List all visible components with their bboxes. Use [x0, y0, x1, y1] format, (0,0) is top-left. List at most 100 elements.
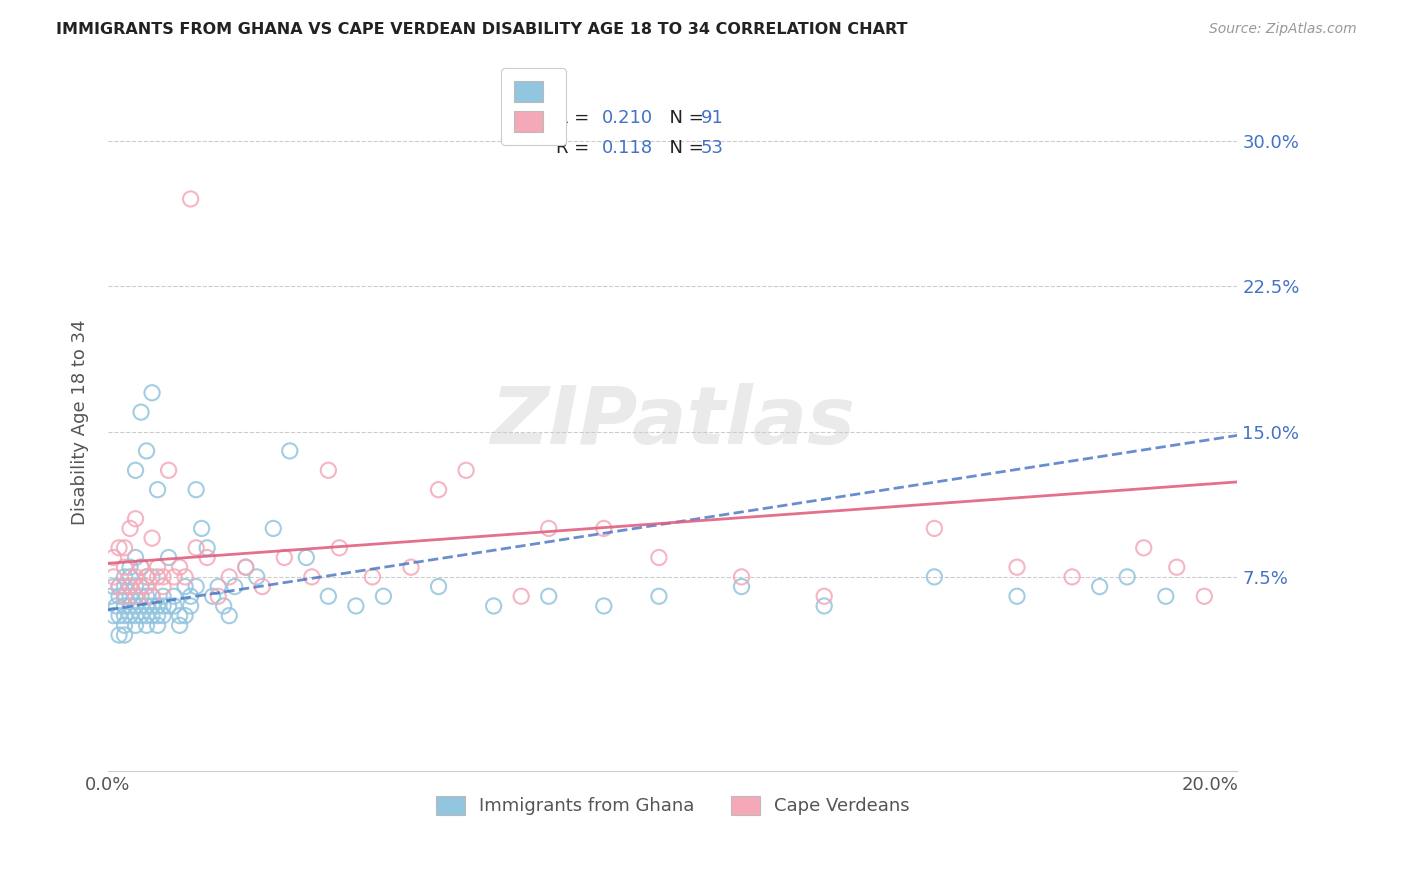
Point [427, 483, 450, 497]
Point [152, 589, 174, 603]
Point [1005, 560, 1028, 574]
Point [105, 599, 128, 613]
Point [114, 618, 136, 632]
Point [114, 570, 136, 584]
Point [328, 541, 350, 555]
Point [163, 589, 186, 603]
Point [157, 463, 180, 477]
Point [318, 463, 340, 477]
Point [141, 570, 163, 584]
Point [648, 550, 671, 565]
Point [141, 531, 163, 545]
Point [103, 608, 125, 623]
Point [190, 521, 212, 535]
Point [114, 589, 136, 603]
Point [114, 560, 136, 574]
Point [124, 618, 146, 632]
Point [180, 589, 202, 603]
Point [195, 550, 218, 565]
Point [813, 599, 835, 613]
Point [1005, 589, 1028, 603]
Point [129, 580, 152, 594]
Text: IMMIGRANTS FROM GHANA VS CAPE VERDEAN DISABILITY AGE 18 TO 34 CORRELATION CHART: IMMIGRANTS FROM GHANA VS CAPE VERDEAN DI… [56, 22, 908, 37]
Text: ZIPatlas: ZIPatlas [491, 383, 855, 461]
Point [163, 570, 186, 584]
Point [129, 580, 152, 594]
Legend: Immigrants from Ghana, Cape Verdeans: Immigrants from Ghana, Cape Verdeans [427, 787, 918, 824]
Text: N =: N = [658, 110, 710, 128]
Point [114, 580, 136, 594]
Point [114, 589, 136, 603]
Point [103, 580, 125, 594]
Point [537, 521, 560, 535]
Point [730, 570, 752, 584]
Point [152, 599, 174, 613]
Point [124, 463, 146, 477]
Point [124, 570, 146, 584]
Point [124, 599, 146, 613]
Point [592, 521, 614, 535]
Point [118, 570, 141, 584]
Point [141, 608, 163, 623]
Point [135, 589, 157, 603]
Point [124, 608, 146, 623]
Point [454, 463, 477, 477]
Point [129, 599, 152, 613]
Point [108, 589, 131, 603]
Point [212, 599, 235, 613]
Point [118, 521, 141, 535]
Point [301, 570, 323, 584]
Point [174, 580, 197, 594]
Point [141, 589, 163, 603]
Point [262, 521, 284, 535]
Point [174, 570, 197, 584]
Point [180, 599, 202, 613]
Point [118, 560, 141, 574]
Point [114, 608, 136, 623]
Point [124, 512, 146, 526]
Point [537, 589, 560, 603]
Point [118, 580, 141, 594]
Point [124, 589, 146, 603]
Point [114, 599, 136, 613]
Point [218, 570, 240, 584]
Point [207, 580, 229, 594]
Point [135, 608, 157, 623]
Point [186, 541, 208, 555]
Point [114, 628, 136, 642]
Point [1088, 580, 1111, 594]
Point [207, 589, 229, 603]
Point [152, 570, 174, 584]
Point [108, 628, 131, 642]
Point [169, 618, 191, 632]
Point [124, 580, 146, 594]
Point [124, 550, 146, 565]
Point [135, 444, 157, 458]
Point [174, 608, 197, 623]
Point [924, 570, 946, 584]
Point [152, 608, 174, 623]
Point [169, 560, 191, 574]
Point [218, 608, 240, 623]
Point [427, 580, 450, 594]
Point [146, 608, 169, 623]
Point [103, 550, 125, 565]
Point [135, 599, 157, 613]
Point [157, 599, 180, 613]
Point [592, 599, 614, 613]
Text: 91: 91 [702, 110, 724, 128]
Point [118, 589, 141, 603]
Point [152, 580, 174, 594]
Point [118, 599, 141, 613]
Point [169, 608, 191, 623]
Point [118, 608, 141, 623]
Text: N =: N = [658, 138, 710, 157]
Point [318, 589, 340, 603]
Point [295, 550, 318, 565]
Point [129, 560, 152, 574]
Point [146, 560, 169, 574]
Point [361, 570, 384, 584]
Point [157, 550, 180, 565]
Point [648, 589, 671, 603]
Point [108, 608, 131, 623]
